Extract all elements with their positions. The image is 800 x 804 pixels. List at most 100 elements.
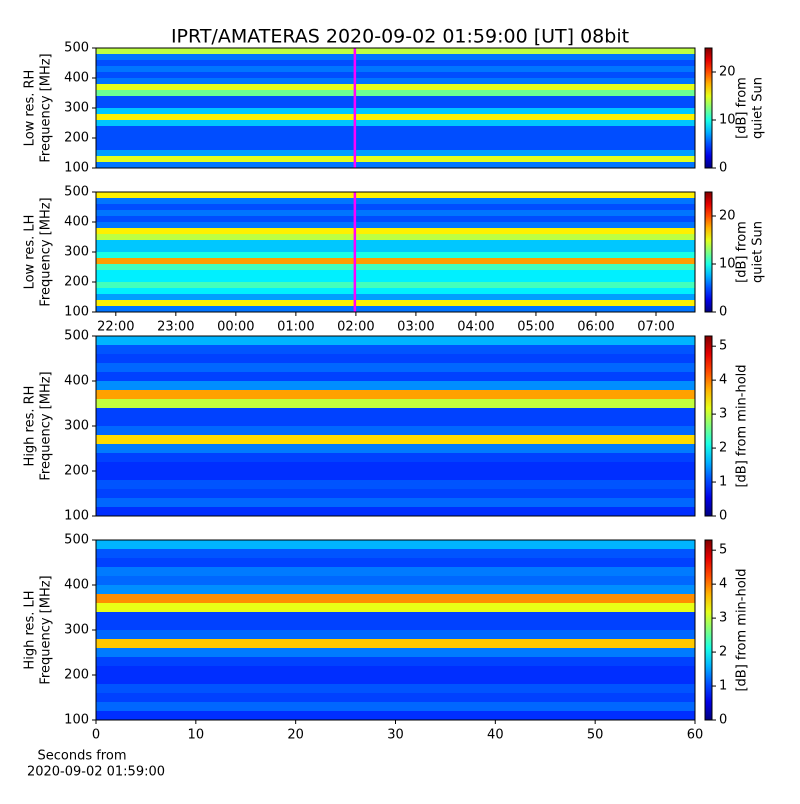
heatmap-band [96, 138, 695, 144]
heatmap-band [96, 96, 695, 102]
colorbar-label: quiet Sun [751, 221, 766, 283]
heatmap-band [96, 675, 695, 684]
y-axis-label: Frequency [MHz] [39, 371, 54, 480]
heatmap-band [96, 306, 695, 312]
heatmap-band [96, 216, 695, 222]
heatmap-band [96, 288, 695, 294]
colorbar-tick-label: 10 [719, 257, 736, 272]
heatmap-band [96, 132, 695, 138]
heatmap-band [96, 258, 695, 264]
colorbar-tick-label: 1 [719, 679, 727, 694]
y-tick-label: 500 [64, 41, 89, 56]
colorbar [704, 47, 713, 169]
heatmap-band [96, 264, 695, 270]
colorbar-tick-label: 0 [719, 161, 727, 176]
heatmap-band [96, 480, 695, 489]
y-tick-label: 300 [64, 245, 89, 260]
chart-title: IPRT/AMATERAS 2020-09-02 01:59:00 [UT] 0… [171, 26, 629, 48]
heatmap-band [96, 345, 695, 354]
y-axis-label: Low res. RH [23, 70, 38, 147]
heatmap-band [96, 84, 695, 90]
colorbar [704, 539, 713, 721]
heatmap-band [96, 666, 695, 675]
heatmap-band [96, 453, 695, 462]
x-tick-label: 10 [188, 728, 205, 743]
heatmap-band [96, 354, 695, 363]
heatmap-band [96, 630, 695, 639]
heatmap-band [96, 426, 695, 435]
x-tick-label: 22:00 [97, 320, 134, 335]
heatmap-band [96, 549, 695, 558]
heatmap-band [96, 228, 695, 234]
colorbar-label: [dB] from min-hold [735, 568, 750, 691]
y-tick-label: 500 [64, 533, 89, 548]
x-tick-label: 0 [92, 728, 100, 743]
heatmap-band [96, 507, 695, 516]
heatmap-band [96, 621, 695, 630]
heatmap-band [96, 144, 695, 150]
heatmap-band [96, 558, 695, 567]
y-axis-label: Frequency [MHz] [39, 53, 54, 162]
x-tick-label: 05:00 [517, 320, 554, 335]
heatmap-band [96, 54, 695, 60]
x-tick-label: 03:00 [397, 320, 434, 335]
y-tick-label: 100 [64, 713, 89, 728]
colorbar-tick-label: 4 [719, 577, 727, 592]
heatmap-band [96, 204, 695, 210]
colorbar-label: [dB] from [735, 77, 750, 139]
colorbar-tick-label: 4 [719, 373, 727, 388]
heatmap-band [96, 489, 695, 498]
heatmap-band [96, 612, 695, 621]
heatmap-band [96, 702, 695, 711]
heatmap-band [96, 657, 695, 666]
x-tick-label: 02:00 [337, 320, 374, 335]
colorbar-tick-label: 2 [719, 441, 727, 456]
heatmap-band [96, 234, 695, 240]
x-tick-label: 01:00 [277, 320, 314, 335]
y-tick-label: 400 [64, 215, 89, 230]
y-tick-label: 400 [64, 578, 89, 593]
heatmap-band [96, 222, 695, 228]
heatmap-band [96, 78, 695, 84]
heatmap-band [96, 114, 695, 120]
y-tick-label: 500 [64, 329, 89, 344]
heatmap-band [96, 639, 695, 648]
x-axis-label: 2020-09-02 01:59:00 [27, 765, 165, 780]
heatmap-band [96, 462, 695, 471]
x-tick-label: 30 [387, 728, 404, 743]
heatmap-band [96, 576, 695, 585]
y-tick-label: 100 [64, 509, 89, 524]
colorbar-tick-label: 0 [719, 305, 727, 320]
heatmap-band [96, 246, 695, 252]
y-axis-label: Low res. LH [23, 215, 38, 290]
heatmap-band [96, 240, 695, 246]
heatmap-band [96, 417, 695, 426]
colorbar-tick-label: 1 [719, 475, 727, 490]
x-tick-label: 40 [487, 728, 504, 743]
colorbar-tick-label: 0 [719, 509, 727, 524]
y-axis-label: Frequency [MHz] [39, 575, 54, 684]
colorbar-tick-label: 0 [719, 713, 727, 728]
heatmap-band [96, 60, 695, 66]
heatmap-band [96, 399, 695, 408]
heatmap-band [96, 540, 695, 549]
x-tick-label: 50 [587, 728, 604, 743]
heatmap-band [96, 471, 695, 480]
heatmap-band [96, 150, 695, 156]
heatmap-band [96, 585, 695, 594]
x-tick-label: 07:00 [637, 320, 674, 335]
y-tick-label: 200 [64, 464, 89, 479]
heatmap-band [96, 693, 695, 702]
y-tick-label: 400 [64, 71, 89, 86]
heatmap-band [96, 48, 695, 54]
x-tick-label: 60 [687, 728, 704, 743]
colorbar-label: [dB] from min-hold [735, 364, 750, 487]
colorbar [704, 335, 713, 517]
colorbar-tick-label: 20 [719, 209, 736, 224]
heatmap-band [96, 210, 695, 216]
heatmap-band [96, 711, 695, 720]
heatmap-band [96, 372, 695, 381]
colorbar-tick-label: 5 [719, 543, 727, 558]
colorbar-tick-label: 5 [719, 339, 727, 354]
